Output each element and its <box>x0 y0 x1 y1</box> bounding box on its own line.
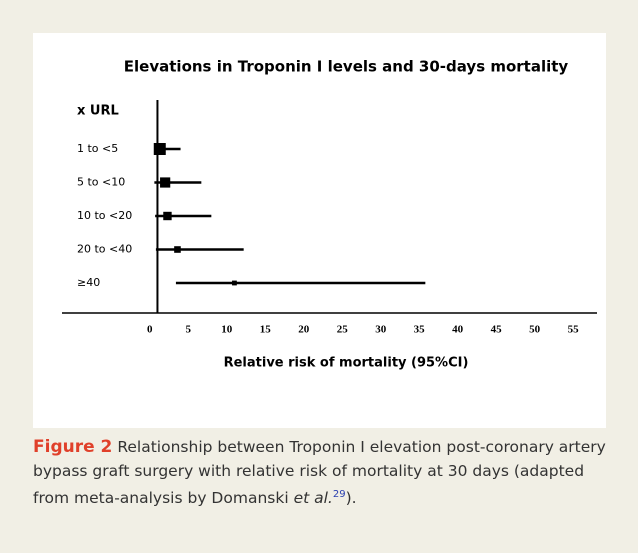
point-estimate <box>160 177 171 188</box>
caption: Figure 2 Relationship between Troponin I… <box>33 435 608 510</box>
caption-end: ). <box>345 489 357 508</box>
x-tick-label: 15 <box>260 324 272 336</box>
category-header: x URL <box>77 104 119 119</box>
x-axis-label: Relative risk of mortality (95%CI) <box>224 356 469 371</box>
x-tick-label: 45 <box>491 324 503 336</box>
caption-italic: et al. <box>293 489 333 508</box>
x-tick-label: 30 <box>375 324 387 336</box>
point-estimate <box>232 280 237 286</box>
category-label: 20 to <40 <box>77 243 132 256</box>
category-label: 10 to <20 <box>77 209 132 222</box>
x-tick-label: 55 <box>568 324 580 336</box>
caption-ref: 29 <box>332 489 346 500</box>
caption-text: Relationship between Troponin I elevatio… <box>33 438 606 508</box>
chart-panel <box>33 33 606 428</box>
point-estimate <box>174 246 181 253</box>
x-tick-label: 50 <box>529 324 541 336</box>
x-tick-label: 35 <box>414 324 426 336</box>
point-estimate <box>163 211 172 221</box>
x-tick-label: 5 <box>185 324 191 336</box>
x-tick-label: 10 <box>221 324 233 336</box>
point-estimate <box>153 143 166 155</box>
category-label: 5 to <10 <box>77 176 125 189</box>
x-tick-label: 20 <box>298 324 310 336</box>
x-tick-label: 25 <box>337 324 349 336</box>
caption-label: Figure 2 <box>33 437 113 457</box>
chart-title: Elevations in Troponin I levels and 30-d… <box>124 58 569 76</box>
chart: Elevations in Troponin I levels and 30-d… <box>33 33 606 428</box>
x-tick-label: 0 <box>147 324 153 336</box>
x-tick-label: 40 <box>452 324 464 336</box>
category-label: 1 to <5 <box>77 142 118 155</box>
category-label: ≥40 <box>77 276 100 289</box>
